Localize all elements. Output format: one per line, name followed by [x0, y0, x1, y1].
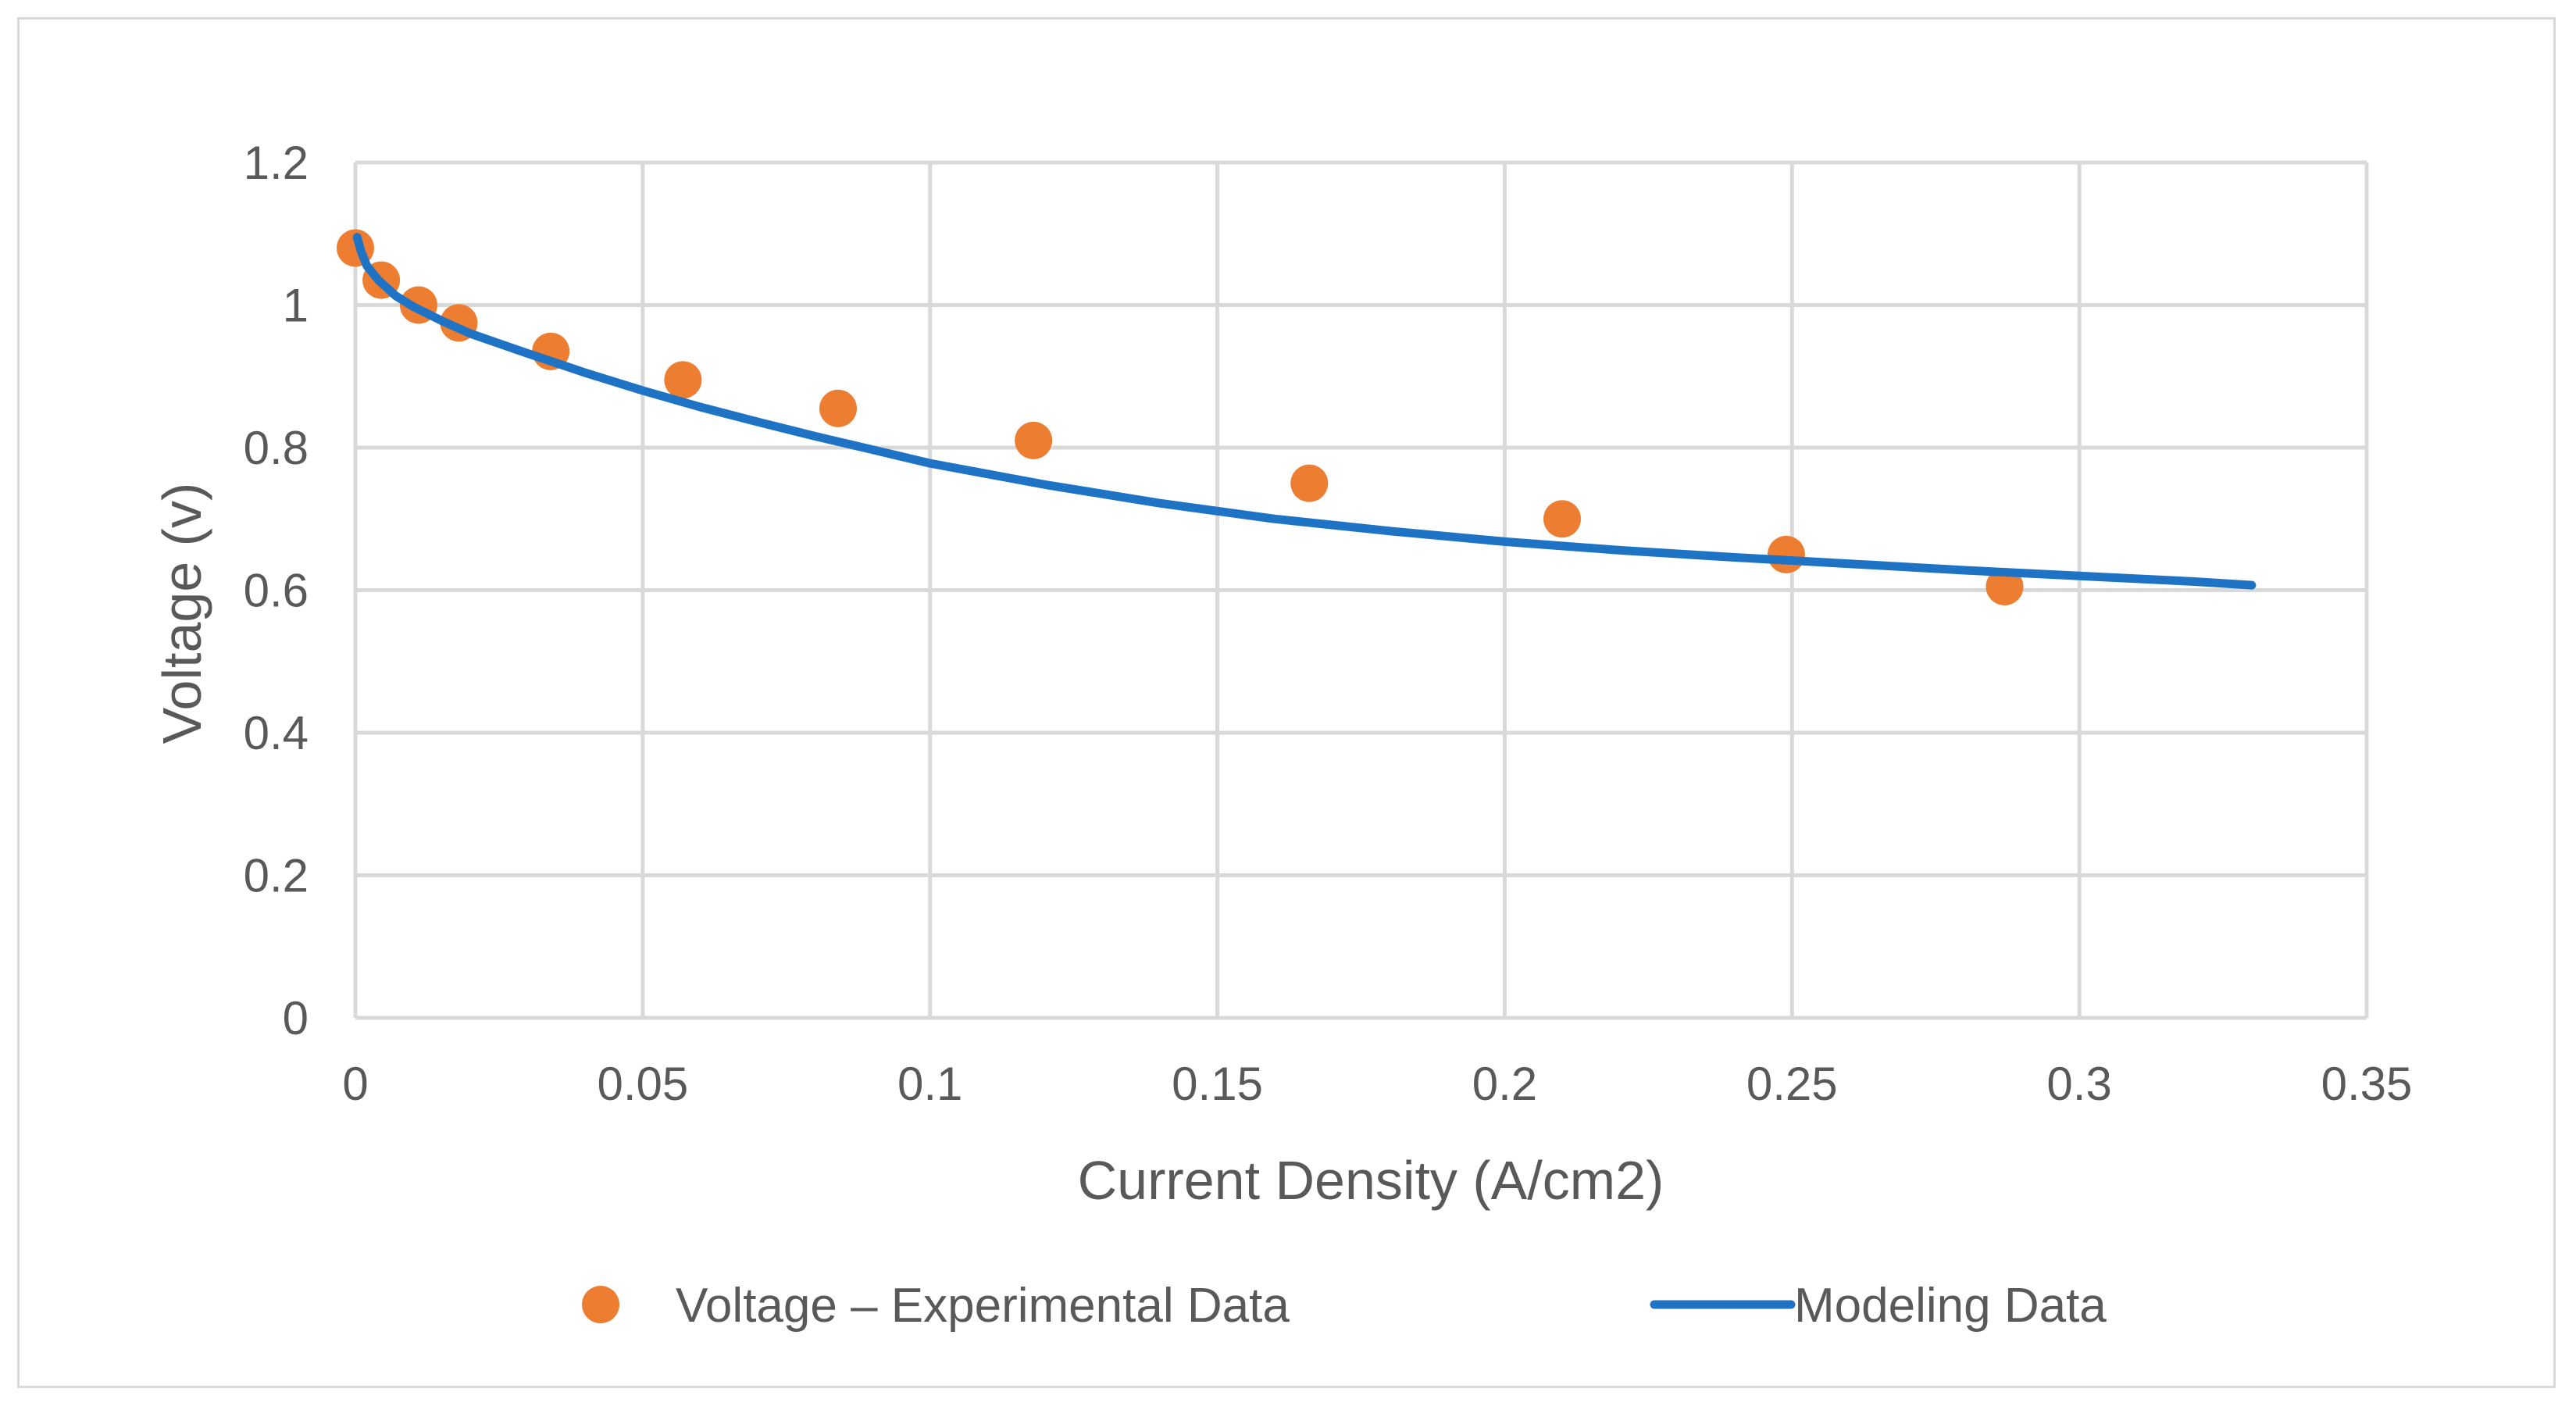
- x-tick-label: 0.2: [1472, 1058, 1537, 1110]
- experimental-data-point: [1986, 567, 2024, 605]
- experimental-data-point: [1543, 500, 1581, 538]
- experimental-data-point: [1015, 421, 1053, 459]
- plot-series: [337, 229, 2257, 605]
- y-tick-label: 0.4: [244, 707, 309, 759]
- y-tick-label: 0.6: [244, 565, 309, 617]
- x-tick-label: 0.1: [897, 1058, 962, 1110]
- y-tick-label: 1.2: [244, 137, 309, 189]
- x-tick-label: 0.35: [2321, 1058, 2413, 1110]
- gridlines: [353, 160, 2369, 1020]
- x-tick-label: 0.05: [597, 1058, 688, 1110]
- chart-frame: 0 0.05 0.1 0.15 0.2 0.25 0.3 0.35 0 0.2 0.4 0.6 0.8…: [17, 17, 2556, 1388]
- x-tick-label: 0.15: [1172, 1058, 1263, 1110]
- experimental-data-point: [1290, 464, 1329, 502]
- chart-svg: 0 0.05 0.1 0.15 0.2 0.25 0.3 0.35 0 0.2 0.4 0.6 0.8…: [152, 137, 2412, 1333]
- x-tick-label: 0.25: [1746, 1058, 1838, 1110]
- legend: Voltage – Experimental Data Modeling Dat…: [582, 1279, 2107, 1333]
- y-tick-label: 0.8: [244, 422, 309, 474]
- y-axis-title: Voltage (v): [152, 483, 212, 744]
- y-axis-ticks: 0 0.2 0.4 0.6 0.8 1 1.2: [244, 137, 309, 1044]
- experimental-data-point: [664, 361, 702, 399]
- x-tick-label: 0: [342, 1058, 368, 1110]
- experimental-data-point: [1767, 535, 1805, 573]
- x-axis-ticks: 0 0.05 0.1 0.15 0.2 0.25 0.3 0.35: [342, 1058, 2412, 1110]
- x-axis-title: Current Density (A/cm2): [1078, 1150, 1664, 1211]
- legend-marker-experimental: [582, 1286, 619, 1323]
- y-tick-label: 0.2: [244, 850, 309, 902]
- y-tick-label: 0: [283, 992, 309, 1044]
- legend-label-experimental: Voltage – Experimental Data: [676, 1279, 1290, 1333]
- modeling-data-line: [352, 233, 2257, 590]
- x-tick-label: 0.3: [2046, 1058, 2111, 1110]
- legend-label-modeling: Modeling Data: [1794, 1279, 2107, 1333]
- experimental-data-point: [819, 389, 857, 427]
- y-tick-label: 1: [283, 280, 309, 332]
